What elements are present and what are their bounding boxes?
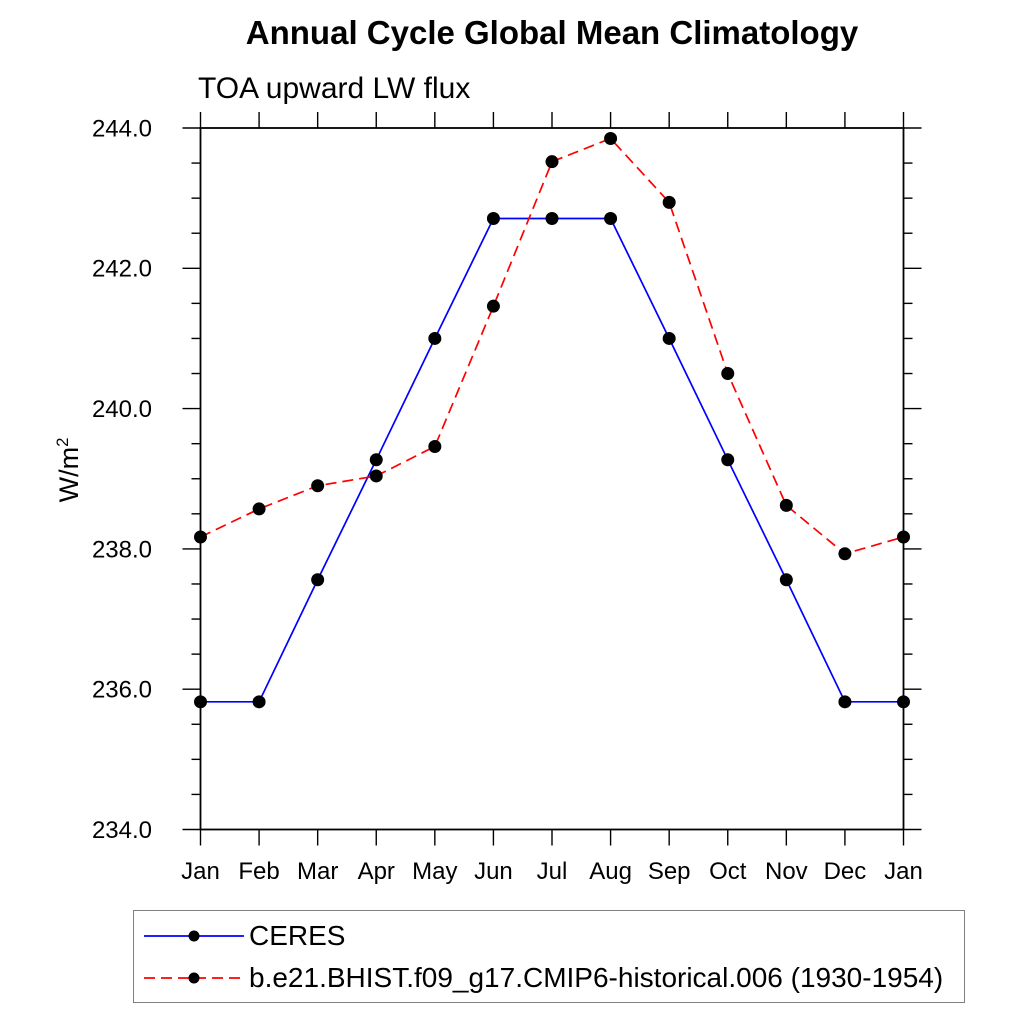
data-point-marker — [662, 195, 676, 209]
data-point-marker — [779, 498, 793, 512]
data-point-marker — [369, 469, 383, 483]
data-point-marker — [311, 573, 325, 587]
x-tick-label: May — [412, 858, 457, 885]
x-tick-label: Oct — [709, 858, 747, 885]
model-series — [194, 132, 910, 561]
data-point-marker — [721, 367, 735, 381]
data-point-marker — [662, 331, 676, 345]
legend-sample-marker — [188, 972, 200, 983]
ceres-line-sample-icon — [144, 930, 244, 941]
data-point-marker — [779, 573, 793, 587]
y-tick-label: 244.0 — [92, 115, 152, 142]
x-tick-label: Dec — [824, 858, 867, 885]
x-tick-label: Nov — [765, 858, 808, 885]
data-point-marker — [721, 453, 735, 467]
legend-item-ceres: CERES — [134, 915, 964, 957]
x-tick-label: Mar — [297, 858, 338, 885]
x-tick-label: Sep — [648, 858, 691, 885]
data-point-marker — [369, 453, 383, 467]
data-point-marker — [252, 502, 266, 516]
chart-subtitle: TOA upward LW flux — [198, 72, 471, 105]
x-tick-label: Apr — [358, 858, 395, 885]
data-point-marker — [311, 479, 325, 493]
data-point-marker — [252, 695, 266, 709]
y-tick-label: 238.0 — [92, 536, 152, 563]
data-point-marker — [897, 530, 910, 544]
legend-label-model: b.e21.BHIST.f09_g17.CMIP6-historical.006… — [249, 961, 944, 993]
model-line — [200, 137, 904, 555]
y-tick-label: 234.0 — [92, 817, 152, 844]
x-axis-tick-labels: Jan Feb Mar Apr May Jun Jul Aug Sep Oct Nov Dec Jan — [181, 858, 923, 885]
data-point-marker — [897, 695, 910, 709]
legend-sample-marker — [188, 930, 200, 941]
data-point-marker — [545, 155, 559, 169]
axis-ticks — [182, 112, 922, 846]
data-point-marker — [428, 439, 442, 453]
y-tick-label: 242.0 — [92, 256, 152, 283]
y-tick-label: 236.0 — [92, 677, 152, 704]
legend: CERES b.e21.BHIST.f09_g17.CMIP6-historic… — [133, 910, 965, 1003]
x-tick-label: Jul — [537, 858, 568, 885]
y-tick-label: 240.0 — [92, 396, 152, 423]
legend-item-model: b.e21.BHIST.f09_g17.CMIP6-historical.006… — [134, 957, 964, 999]
data-point-marker — [194, 530, 207, 544]
chart-title: Annual Cycle Global Mean Climatology — [245, 14, 859, 51]
x-tick-label: Jan — [181, 858, 220, 885]
data-point-marker — [486, 211, 500, 225]
legend-label-ceres: CERES — [249, 919, 346, 951]
x-tick-label: Jan — [884, 858, 923, 885]
x-tick-label: Aug — [589, 858, 632, 885]
plot-frame — [199, 127, 905, 831]
data-point-marker — [604, 211, 618, 225]
x-tick-label: Feb — [238, 858, 279, 885]
x-tick-label: Jun — [474, 858, 513, 885]
data-point-marker — [545, 211, 559, 225]
data-point-marker — [194, 695, 207, 709]
data-point-marker — [486, 299, 500, 313]
ceres-line — [200, 217, 904, 703]
data-point-marker — [428, 331, 442, 345]
ceres-series — [194, 211, 910, 709]
data-point-marker — [604, 132, 618, 146]
y-axis-tick-labels: 234.0 236.0 238.0 240.0 242.0 244.0 — [92, 115, 152, 844]
model-line-sample-icon — [144, 972, 244, 983]
data-point-marker — [838, 547, 852, 561]
data-point-marker — [838, 695, 852, 709]
